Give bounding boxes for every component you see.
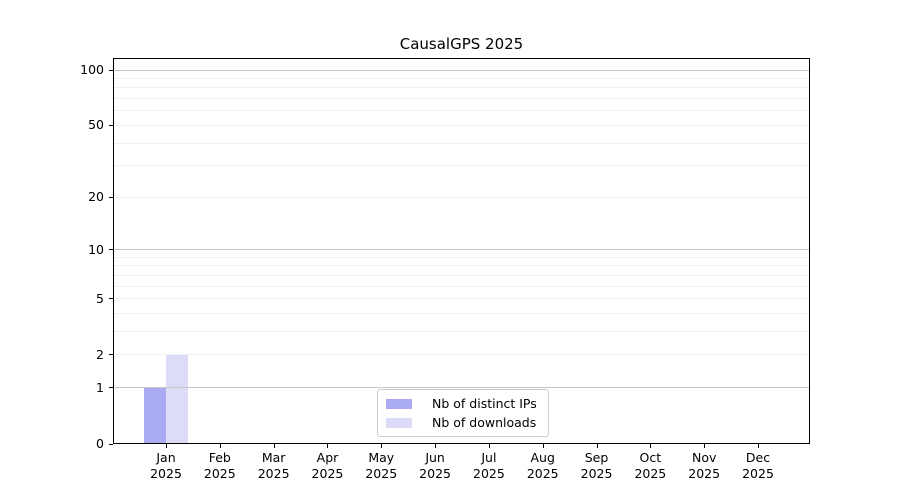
legend-label-distinct-ips: Nb of distinct IPs — [432, 396, 537, 411]
x-tick-label: Apr 2025 — [311, 450, 344, 481]
gridline-major-1 — [113, 387, 810, 389]
y-tick-label: 50 — [88, 117, 104, 133]
x-tick-dec — [758, 444, 759, 448]
gridline-minor-6 — [113, 285, 810, 287]
y-tick-5 — [109, 298, 113, 300]
gridline-minor-80 — [113, 87, 810, 89]
legend-swatch-downloads-icon — [386, 417, 412, 428]
y-tick-label: 2 — [96, 346, 104, 362]
y-tick-10 — [109, 249, 113, 251]
gridline-minor-90 — [113, 77, 810, 79]
x-tick-feb — [219, 444, 221, 448]
y-tick-100 — [109, 69, 113, 71]
gridline-minor-7 — [113, 274, 810, 276]
x-tick-label: Jun 2025 — [419, 450, 451, 481]
x-tick-label: Nov 2025 — [688, 450, 721, 481]
gridline-minor-20 — [113, 196, 810, 198]
x-tick-apr — [327, 444, 329, 448]
y-tick-label: 1 — [96, 379, 104, 395]
x-tick-mar — [273, 444, 275, 448]
x-tick-aug — [542, 444, 544, 448]
y-tick-label: 5 — [96, 290, 104, 306]
gridline-minor-4 — [113, 313, 810, 315]
x-tick-nov — [704, 444, 706, 448]
y-tick-label: 20 — [88, 189, 104, 205]
gridline-minor-30 — [113, 165, 810, 167]
legend-label-downloads: Nb of downloads — [432, 415, 537, 430]
legend-item-downloads: Nb of downloads — [386, 415, 537, 430]
legend-swatch-distinct-ips-icon — [386, 398, 412, 409]
x-tick-label: Feb 2025 — [203, 450, 236, 481]
gridline-major-10 — [113, 249, 810, 251]
gridline-minor-3 — [113, 331, 810, 333]
y-tick-label: 0 — [96, 436, 104, 451]
y-tick-label: 10 — [88, 241, 104, 257]
x-tick-jun — [435, 444, 437, 448]
gridline-minor-9 — [113, 256, 810, 258]
x-tick-sep — [596, 444, 598, 448]
gridline-minor-50 — [113, 124, 810, 126]
y-tick-0 — [109, 443, 113, 445]
legend-item-distinct-ips: Nb of distinct IPs — [386, 396, 537, 411]
x-tick-label: Aug 2025 — [526, 450, 559, 481]
gridline-minor-60 — [113, 110, 810, 112]
gridline-minor-70 — [113, 98, 810, 100]
x-tick-oct — [650, 444, 652, 448]
gridline-minor-2 — [113, 354, 810, 356]
x-tick-label: May 2025 — [365, 450, 398, 481]
y-tick-20 — [109, 196, 113, 198]
y-tick-50 — [109, 124, 113, 126]
chart-title: CausalGPS 2025 — [399, 35, 524, 53]
x-tick-label: Dec 2025 — [742, 450, 774, 481]
y-tick-2 — [109, 354, 113, 356]
gridline-minor-5 — [113, 298, 810, 300]
gridline-major-100 — [113, 69, 810, 71]
bar-downloads-jan — [166, 354, 188, 444]
x-tick-label: Mar 2025 — [257, 450, 290, 481]
x-tick-jan — [166, 444, 167, 448]
x-tick-label: Oct 2025 — [634, 450, 667, 481]
gridline-minor-40 — [113, 142, 810, 144]
gridline-minor-8 — [113, 265, 810, 267]
y-tick-label: 100 — [80, 62, 104, 77]
x-tick-jul — [488, 444, 490, 448]
x-tick-may — [381, 444, 383, 448]
x-tick-label: Jul 2025 — [473, 450, 505, 481]
bar-distinct-ips-jan — [144, 387, 166, 444]
legend: Nb of distinct IPs Nb of downloads — [377, 389, 549, 437]
x-tick-label: Sep 2025 — [580, 450, 613, 481]
x-tick-label: Jan 2025 — [150, 450, 182, 481]
y-tick-1 — [109, 387, 113, 389]
